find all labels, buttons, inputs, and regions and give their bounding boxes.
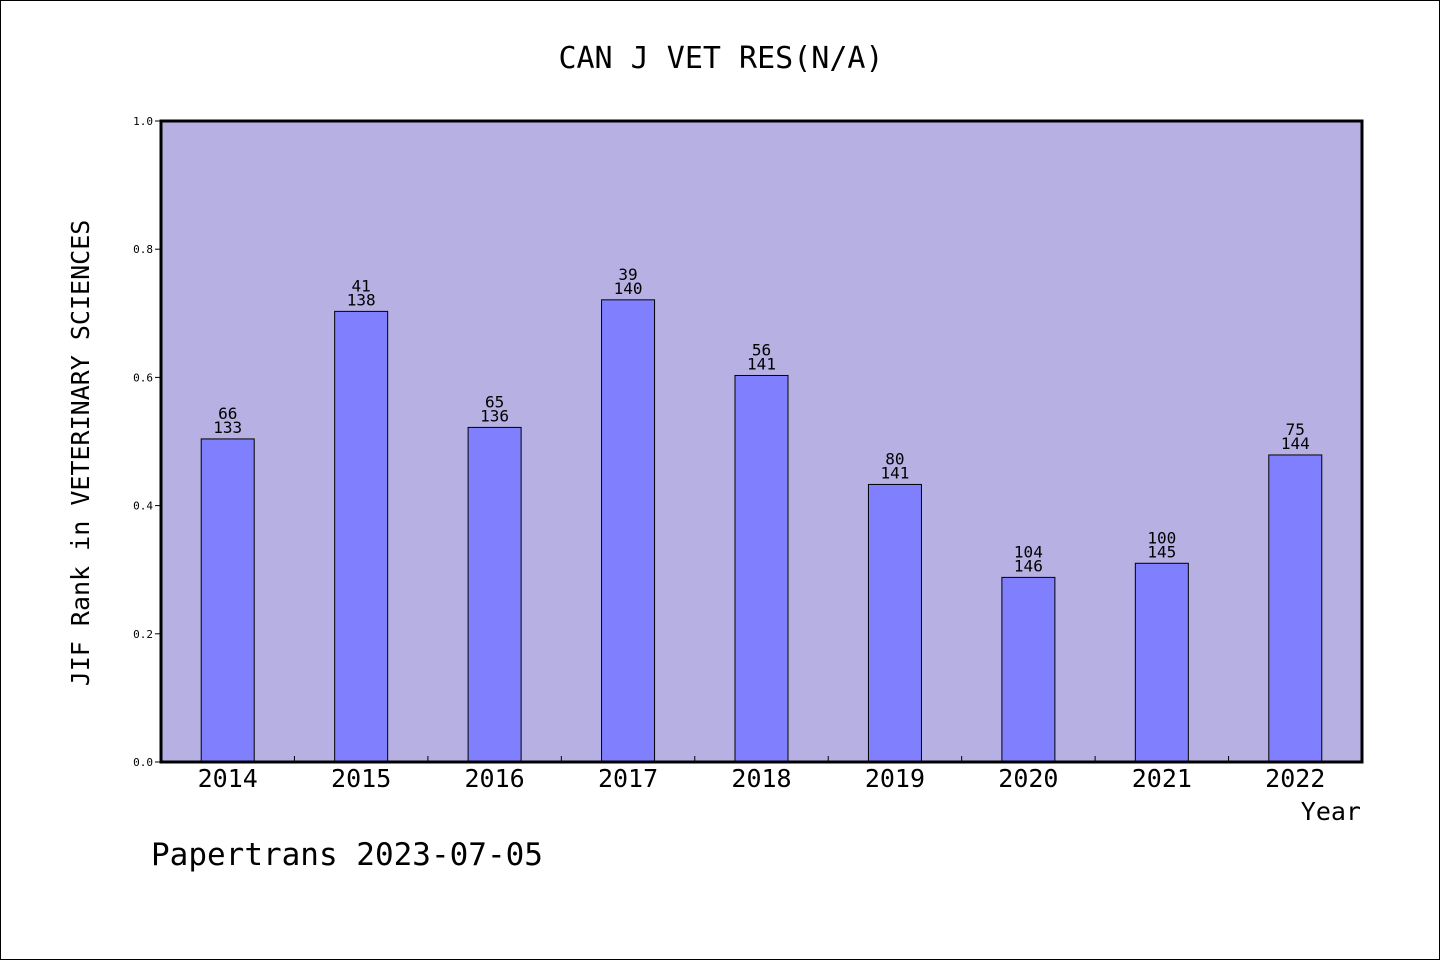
- x-tick-label: 2016: [465, 764, 525, 793]
- x-tick-label: 2018: [731, 764, 791, 793]
- y-tick-label: 1.0: [133, 115, 153, 128]
- bar-label-total: 146: [1014, 556, 1043, 575]
- bar-2015: [334, 310, 389, 763]
- x-axis: 2014 2015 2016 2017 2018 2019 2020 2021 2022: [198, 756, 1325, 793]
- bar-labels-group: 6613341138651363914056141801411041461001…: [213, 265, 1309, 576]
- bar-label-total: 145: [1147, 542, 1176, 561]
- bars-group: [200, 299, 1323, 763]
- y-tick-label: 0.8: [133, 243, 153, 256]
- bar-label-total: 136: [480, 406, 509, 425]
- x-axis-label: Year: [1301, 797, 1361, 826]
- bar-2022: [1268, 454, 1323, 763]
- y-tick-label: 0.6: [133, 371, 153, 384]
- bar-label-rank: 65: [485, 392, 504, 411]
- y-axis: 0.0 0.2 0.4 0.6 0.8 1.0: [133, 115, 161, 769]
- bar-2014: [200, 438, 255, 763]
- bar-label-total: 140: [614, 279, 643, 298]
- footer-text: Papertrans 2023-07-05: [151, 837, 543, 873]
- bar-label-rank: 100: [1147, 528, 1176, 547]
- x-tick-label: 2022: [1265, 764, 1325, 793]
- bar-label-rank: 104: [1014, 542, 1043, 561]
- bar-label-total: 144: [1281, 434, 1310, 453]
- y-tick-label: 0.2: [133, 628, 153, 641]
- bar-label-rank: 75: [1286, 420, 1305, 439]
- bar-label-total: 141: [880, 463, 909, 482]
- y-axis-label: JIF Rank in VETERINARY SCIENCES: [66, 220, 95, 687]
- bar-label-rank: 66: [218, 404, 237, 423]
- y-tick-label: 0.4: [133, 500, 153, 513]
- chart-title: CAN J VET RES(N/A): [558, 41, 883, 76]
- x-tick-label: 2020: [998, 764, 1058, 793]
- bar-2016: [467, 426, 522, 763]
- x-tick-label: 2017: [598, 764, 658, 793]
- bar-label-total: 133: [213, 418, 242, 437]
- bar-2021: [1134, 562, 1189, 763]
- plot-border: [159, 119, 1364, 764]
- bar-label-total: 141: [747, 354, 776, 373]
- x-tick-label: 2021: [1132, 764, 1192, 793]
- bar-label-rank: 56: [752, 340, 771, 359]
- y-tick-label: 0.0: [133, 756, 153, 769]
- bar-label-rank: 39: [618, 265, 637, 284]
- x-tick-label: 2019: [865, 764, 925, 793]
- bar-2020: [1001, 576, 1056, 763]
- x-tick-label: 2015: [331, 764, 391, 793]
- bar-2018: [734, 374, 789, 763]
- bar-label-total: 138: [347, 290, 376, 309]
- bar-2019: [867, 483, 922, 763]
- bar-label-rank: 41: [352, 276, 371, 295]
- bar-label-rank: 80: [885, 449, 904, 468]
- x-tick-label: 2014: [198, 764, 258, 793]
- bar-2017: [601, 299, 656, 763]
